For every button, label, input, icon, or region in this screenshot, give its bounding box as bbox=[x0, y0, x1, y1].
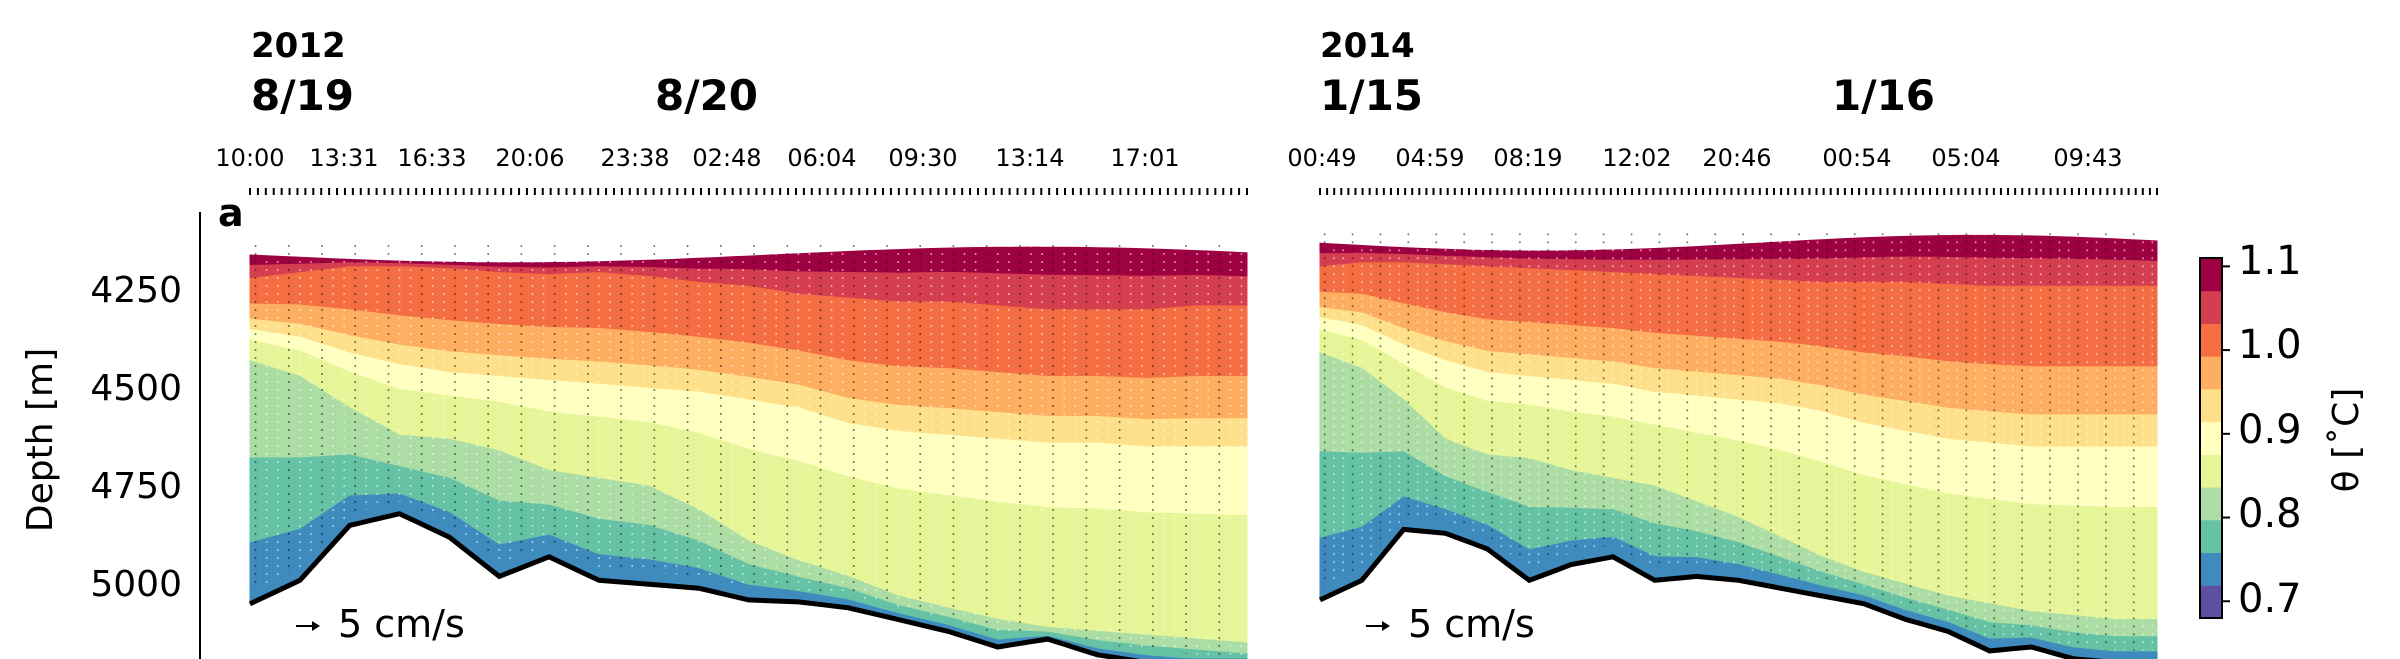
temperature-section-2014 bbox=[1318, 233, 2158, 659]
time-tick-label: 23:38 bbox=[600, 144, 669, 172]
seafloor-line bbox=[248, 511, 1141, 659]
velocity-scale-2012: 5 cm/s bbox=[296, 602, 465, 646]
time-tick-label: 02:48 bbox=[692, 144, 761, 172]
colorbar-segment bbox=[2200, 585, 2222, 619]
time-tick-label: 12:02 bbox=[1602, 144, 1671, 172]
time-tick-label: 09:43 bbox=[2053, 144, 2122, 172]
velocity-scale-arrowhead bbox=[1382, 621, 1390, 631]
year-label: 2014 bbox=[1320, 26, 1415, 66]
time-tick-marks bbox=[249, 188, 1248, 195]
seafloor-line bbox=[1318, 526, 2104, 659]
colorbar-segment bbox=[2200, 487, 2222, 521]
colorbar-segment bbox=[2200, 258, 2222, 292]
seafloor-fill bbox=[1320, 529, 2157, 659]
velocity-scale-label: 5 cm/s bbox=[1408, 602, 1535, 646]
colorbar-segment bbox=[2200, 323, 2222, 357]
time-tick-marks bbox=[1319, 188, 2158, 195]
time-tick-label: 00:54 bbox=[1822, 144, 1891, 172]
temperature-section-2012 bbox=[248, 244, 1248, 659]
colorbar-segment bbox=[2200, 421, 2222, 455]
velocity-scale-label: 5 cm/s bbox=[338, 602, 465, 646]
date-label: 1/15 bbox=[1320, 71, 1423, 120]
y-tick-label: 4750 bbox=[90, 466, 182, 507]
time-tick-label: 04:59 bbox=[1395, 144, 1464, 172]
colorbar-segment bbox=[2200, 519, 2222, 554]
colorbar-segment bbox=[2200, 552, 2222, 586]
velocity-scale-arrowhead bbox=[312, 621, 320, 631]
time-tick-label: 20:46 bbox=[1702, 144, 1771, 172]
time-tick-label: 20:06 bbox=[495, 144, 564, 172]
date-label: 8/19 bbox=[251, 71, 354, 120]
y-tick-label: 4250 bbox=[90, 270, 182, 311]
colorbar-tick-label: 0.8 bbox=[2238, 491, 2302, 537]
y-tick-label: 4500 bbox=[90, 368, 182, 409]
time-tick-label: 09:30 bbox=[888, 144, 957, 172]
velocity-scale-2014: 5 cm/s bbox=[1366, 602, 1535, 646]
colorbar-segment bbox=[2200, 454, 2222, 488]
time-tick-label: 13:31 bbox=[309, 144, 378, 172]
time-tick-label: 17:01 bbox=[1110, 144, 1179, 172]
y-tick-label: 5000 bbox=[90, 564, 182, 605]
time-tick-label: 05:04 bbox=[1931, 144, 2000, 172]
colorbar-tick-label: 0.9 bbox=[2238, 407, 2302, 453]
time-tick-label: 06:04 bbox=[787, 144, 856, 172]
colorbar-tick-label: 0.7 bbox=[2238, 576, 2302, 622]
year-label: 2012 bbox=[251, 26, 346, 66]
colorbar-segment bbox=[2200, 290, 2222, 324]
date-label: 8/20 bbox=[655, 71, 758, 120]
panel-label: a bbox=[218, 191, 244, 235]
time-tick-label: 10:00 bbox=[215, 144, 284, 172]
seafloor-fill bbox=[250, 513, 1247, 659]
time-tick-label: 00:49 bbox=[1287, 144, 1356, 172]
colorbar-segment bbox=[2200, 356, 2222, 390]
colorbar-label: θ [˚C] bbox=[2326, 388, 2367, 493]
colorbar-tick-label: 1.1 bbox=[2238, 238, 2302, 284]
colorbar bbox=[2199, 257, 2230, 619]
colorbar-segment bbox=[2200, 388, 2222, 423]
time-tick-label: 08:19 bbox=[1493, 144, 1562, 172]
y-axis-label: Depth [m] bbox=[20, 348, 61, 532]
date-label: 1/16 bbox=[1832, 71, 1935, 120]
colorbar-frame bbox=[2199, 257, 2223, 619]
colorbar-tick-label: 1.0 bbox=[2238, 322, 2302, 368]
time-tick-label: 13:14 bbox=[995, 144, 1064, 172]
time-tick-label: 16:33 bbox=[397, 144, 466, 172]
